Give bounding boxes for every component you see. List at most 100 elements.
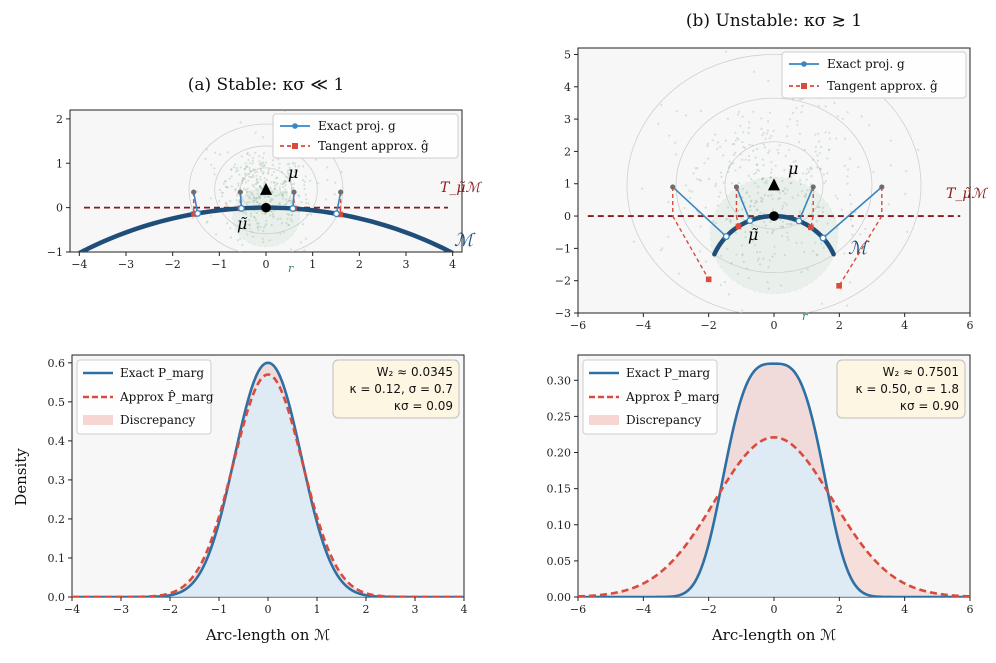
panel-b-top-scatter-point (750, 177, 753, 180)
panel-b-top-scatter-point (704, 206, 707, 209)
panel-a-top-scatter-point (246, 187, 249, 190)
panel-a-top-scatter-point (263, 212, 267, 216)
panel-a-top-scatter-point (268, 239, 271, 242)
panel-a-top-scatter-point (289, 180, 292, 183)
panel-b-top-scatter-point (748, 154, 751, 158)
panel-b-top-scatter-point (755, 230, 758, 233)
panel-a-top-scatter-point (285, 175, 288, 179)
panel-b-top-scatter-point (810, 167, 813, 170)
panel-b-top-scatter-point (750, 199, 753, 202)
panel-b-top-scatter-point (767, 287, 770, 290)
panel-a-top-scatter-point (235, 170, 238, 173)
panel-b-top-scatter-point (788, 118, 791, 121)
panel-a-top-scatter-point (256, 201, 259, 204)
panel-a-top-scatter-point (253, 168, 256, 171)
panel-a-top-exact-point (237, 204, 245, 212)
panel-b-top-scatter-point (791, 196, 794, 199)
panel-a-top-scatter-point (263, 177, 266, 180)
panel-b-top-scatter-point (754, 199, 757, 202)
panel-b-top-scatter-point (748, 121, 751, 124)
panel-a-top-scatter-point (251, 184, 254, 187)
panel-a-top-scatter-point (275, 176, 278, 180)
panel-b-top-scatter-point (749, 209, 752, 212)
panel-b-top-scatter-point (857, 166, 860, 169)
panel-b-top-scatter-point (674, 141, 677, 144)
panel-b-top-scatter-point (668, 134, 671, 137)
panel-a-top-exact-point (289, 205, 297, 212)
panel-b-top-scatter-point (711, 139, 714, 142)
panel-a-top-scatter-point (259, 225, 262, 228)
panel-b-top-exact-point (819, 234, 827, 242)
panel-b-top-scatter-point (740, 244, 743, 247)
panel-b-top-scatter-point (729, 221, 732, 224)
panel-a-top-scatter-point (241, 179, 244, 182)
panel-a-top-scatter-point (287, 176, 291, 179)
panel-b-top-scatter-point (849, 281, 852, 284)
panel-b-top-scatter-point (753, 70, 756, 73)
panel-a-top-scatter-point (262, 226, 265, 229)
panel-b-top-scatter-point (762, 164, 765, 167)
panel-a-top-scatter-point (258, 185, 262, 188)
panel-b-top-scatter-point (824, 131, 827, 134)
panel-b-top-scatter-point (747, 277, 751, 280)
panel-b-top-scatter-point (800, 241, 803, 244)
panel-a-top-scatter-point (246, 194, 249, 197)
panel-a-top-scatter-point (256, 181, 260, 184)
panel-a-top-scatter-point (279, 232, 282, 235)
panel-b-top-scatter-point (771, 232, 774, 235)
panel-a-density-xtick-label: −3 (113, 603, 129, 616)
panel-a-density-xtick-label: 3 (412, 603, 419, 616)
panel-a-top-pushforward-region (232, 187, 300, 248)
panel-b-top-scatter-point (846, 304, 849, 307)
panel-b-top-scatter-point (798, 132, 802, 135)
panel-b-xlabel: Arc-length on ℳ (711, 626, 836, 644)
panel-a-top-scatter-point (248, 154, 251, 157)
panel-b-top-scatter-point (812, 250, 815, 253)
panel-b-top-scatter-point (712, 220, 715, 223)
panel-b-top-scatter-point (761, 134, 764, 137)
panel-a-top-scatter-point (240, 220, 243, 223)
panel-a-top-scatter-point (280, 194, 283, 197)
panel-b-top-scatter-point (840, 208, 843, 211)
panel-a-top-scatter-point (245, 165, 248, 168)
panel-a-top-scatter-point (290, 214, 293, 217)
panel-b-top-scatter-point (773, 245, 776, 248)
panel-a-top-scatter-point (289, 169, 292, 172)
panel-a-top-scatter-point (234, 163, 237, 166)
panel-a-top-scatter-point (269, 199, 272, 202)
panel-b-top-scatter-point (783, 169, 786, 172)
panel-a-top-sample-point (237, 189, 243, 195)
panel-b-density-xtick-label: −4 (635, 603, 651, 616)
panel-b-density-ytick-label: 0.20 (547, 447, 572, 460)
panel-a-title: (a) Stable: κσ ≪ 1 (188, 75, 345, 95)
panel-a-top-scatter-point (273, 187, 276, 190)
panel-a-top-scatter-point (226, 151, 229, 154)
panel-b-top-scatter-point (727, 206, 730, 209)
panel-b-top-exact-segment (672, 186, 727, 238)
panel-a-top-scatter-point (242, 227, 246, 231)
panel-a-annotation-w2: W₂ ≈ 0.0345 (377, 365, 453, 379)
panel-a-top-scatter-point (280, 170, 284, 174)
panel-a-top-scatter-point (220, 191, 223, 194)
panel-b-top-scatter-point (826, 172, 829, 175)
panel-b-top-contour (675, 97, 873, 274)
panel-a-top-scatter-point (259, 168, 262, 171)
panel-a-top-scatter-point (288, 199, 291, 202)
panel-a-top-scatter-point (305, 201, 308, 205)
panel-a-top-scatter-point (267, 168, 271, 171)
panel-b-top-scatter-point (728, 164, 731, 168)
panel-a-density-xtick-label: −1 (211, 603, 227, 616)
panel-a-top-scatter-point (286, 212, 289, 216)
panel-b-top-scatter-point (704, 260, 708, 263)
panel-a-top-scatter-point (261, 172, 265, 175)
panel-a-top-scatter-point (292, 182, 296, 185)
panel-b-top-scatter-point (755, 163, 758, 166)
panel-a-top-scatter-point (303, 249, 306, 252)
panel-a-top-scatter-point (225, 202, 228, 205)
panel-b-top-scatter-point (747, 126, 750, 129)
panel-a-top-scatter-point (237, 182, 240, 185)
panel-a-top-scatter-point (251, 173, 255, 177)
panel-a-top-scatter-point (218, 153, 221, 156)
panel-b-top-scatter-point (736, 272, 740, 275)
panel-b-top-scatter-point (751, 144, 754, 147)
